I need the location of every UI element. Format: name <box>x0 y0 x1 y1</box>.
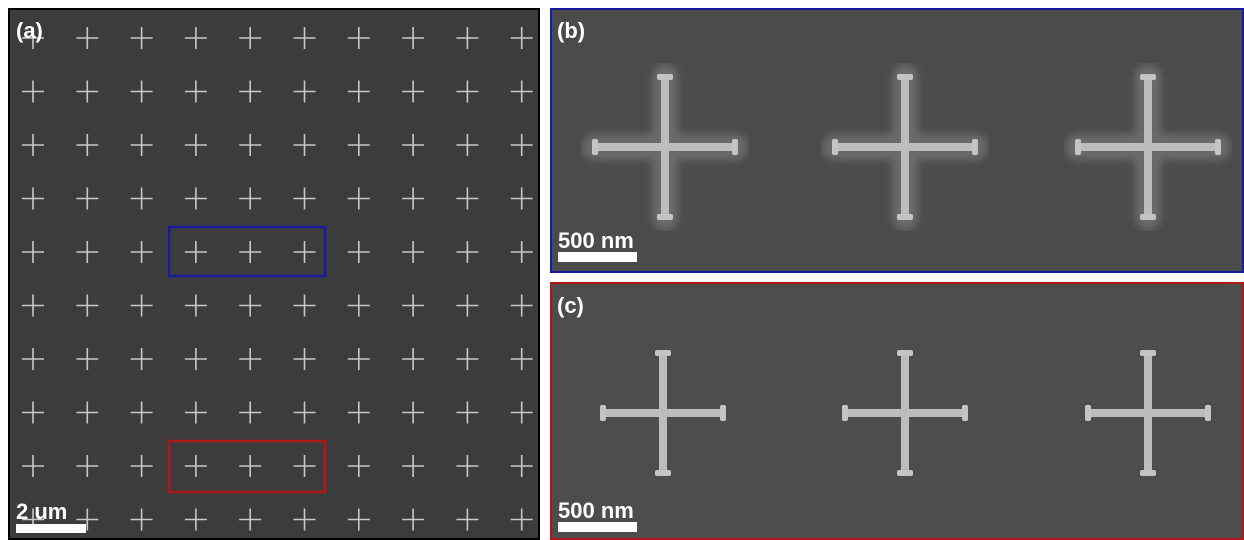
cross-end <box>1140 214 1156 220</box>
scale-bar <box>558 252 637 262</box>
panel-b: (b) 500 nm <box>551 9 1243 272</box>
cross-end <box>962 405 968 421</box>
cross-end <box>1205 405 1211 421</box>
panel-c: (c) 500 nm <box>551 283 1243 539</box>
scale-bar-label: 500 nm <box>558 498 634 523</box>
cross-end <box>1140 350 1156 356</box>
cross-end <box>897 350 913 356</box>
cross-end <box>592 139 598 155</box>
cross-end <box>657 74 673 80</box>
panel-label: (b) <box>557 18 585 43</box>
panel-a: (a) 2 um <box>9 9 539 539</box>
cross-end <box>897 74 913 80</box>
page: {"panels": [ {"label": "(a)", "scale_bar… <box>0 0 1244 540</box>
cross-end <box>1085 405 1091 421</box>
panel-label: (a) <box>16 18 43 43</box>
cross-end <box>842 405 848 421</box>
cross-end <box>1140 470 1156 476</box>
cross-end <box>600 405 606 421</box>
scale-bar <box>558 522 637 532</box>
cross-end <box>655 470 671 476</box>
cross-end <box>1140 74 1156 80</box>
cross-end <box>1215 139 1221 155</box>
cross-end <box>657 214 673 220</box>
cross-end <box>1075 139 1081 155</box>
scale-bar-label: 500 nm <box>558 228 634 253</box>
cross-end <box>897 470 913 476</box>
figure: (a) 2 um (b) 500 nm (c) 500 nm <box>0 0 1244 540</box>
panel-a-image <box>9 9 539 539</box>
panel-label: (c) <box>557 293 584 318</box>
cross-end <box>897 214 913 220</box>
cross-end <box>972 139 978 155</box>
scale-bar-label: 2 um <box>16 499 67 524</box>
cross-end <box>655 350 671 356</box>
scale-bar <box>16 524 86 533</box>
cross-end <box>732 139 738 155</box>
cross-end <box>720 405 726 421</box>
cross-end <box>832 139 838 155</box>
